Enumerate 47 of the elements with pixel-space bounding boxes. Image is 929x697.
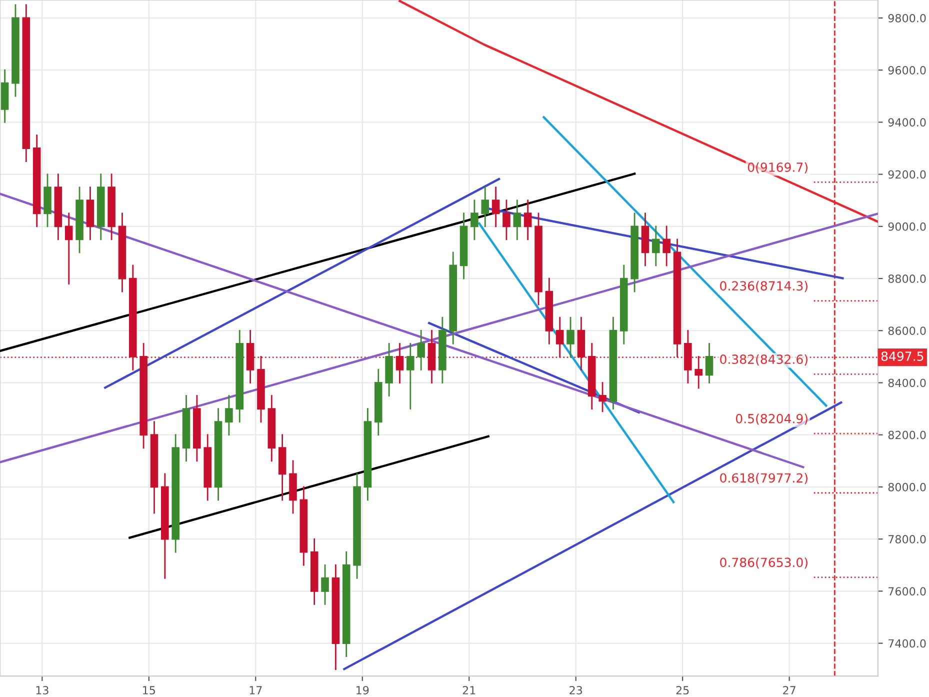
candlestick xyxy=(705,342,714,384)
candlestick xyxy=(598,382,606,412)
ref-line-label: 0(9169.7) xyxy=(748,162,808,174)
y-tick-label: 7800.0 xyxy=(888,535,926,544)
y-tick-label: 8000.0 xyxy=(888,482,926,492)
y-tick-label: 8600.0 xyxy=(888,326,926,335)
ref-line-label: 0.382(8432.6) xyxy=(720,354,808,366)
y-tick-label: 9200.0 xyxy=(888,170,926,179)
candlestick xyxy=(652,226,660,266)
candlestick xyxy=(396,342,404,384)
ref-line-label: 8497.5 xyxy=(881,351,924,361)
candlestick xyxy=(513,200,522,240)
candlestick xyxy=(225,395,233,436)
y-tick-label: 7400.0 xyxy=(888,639,926,648)
x-tick-label: 21 xyxy=(462,686,476,694)
x-tick-label: 15 xyxy=(143,686,155,694)
candlestick xyxy=(566,316,574,358)
x-tick-label: 19 xyxy=(356,686,369,694)
ref-line-label: 0.236(8714.3) xyxy=(720,280,808,292)
candlestick xyxy=(406,342,414,410)
y-tick-label: 9800.0 xyxy=(888,14,926,22)
ref-line-label: 0.5(8204.9) xyxy=(736,414,808,425)
y-tick-label: 9400.0 xyxy=(888,118,926,127)
candlestick xyxy=(470,200,478,240)
y-tick-label: 7600.0 xyxy=(888,587,926,596)
candlestick xyxy=(524,200,532,240)
candlestick xyxy=(556,316,564,358)
x-tick-label: 17 xyxy=(250,686,262,694)
ref-line-label: 0.786(7653.0) xyxy=(720,557,808,569)
ref-line-label: 0.618(7977.2) xyxy=(720,472,808,484)
candlestick xyxy=(502,200,510,240)
y-tick-label: 8400.0 xyxy=(888,378,926,388)
x-tick-label: 25 xyxy=(676,686,689,694)
y-tick-label: 9600.0 xyxy=(888,66,926,74)
x-tick-label: 23 xyxy=(570,686,582,694)
x-tick-label: 27 xyxy=(783,686,796,694)
candlestick xyxy=(481,186,490,228)
y-tick-label: 8200.0 xyxy=(888,430,926,440)
candlestick xyxy=(662,226,670,266)
candlestick xyxy=(492,186,500,228)
candlestick xyxy=(321,564,329,605)
candlestick xyxy=(417,330,425,370)
y-tick-label: 8800.0 xyxy=(888,274,926,283)
candlestick xyxy=(64,212,73,284)
candlestick xyxy=(694,356,702,389)
x-tick-label: 13 xyxy=(36,686,48,694)
y-tick-label: 9000.0 xyxy=(888,222,926,231)
